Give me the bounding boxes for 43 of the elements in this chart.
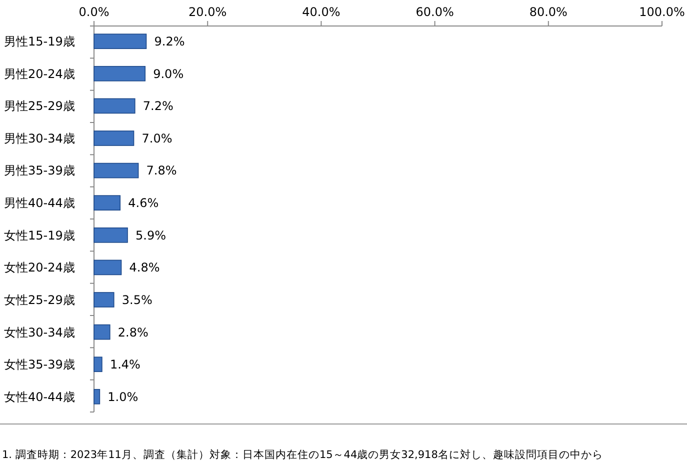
y-tick-label: 男性15-19歳: [4, 34, 75, 49]
y-tick-label: 女性30-34歳: [4, 325, 75, 340]
bar: [94, 227, 128, 243]
bar: [94, 195, 121, 211]
bar: [94, 356, 102, 372]
y-tick-label: 男性40-44歳: [4, 196, 75, 210]
bar: [94, 324, 110, 340]
x-tick-label: 60.0%: [416, 5, 454, 19]
y-tick-label: 男性25-29歳: [4, 99, 75, 114]
data-label: 4.6%: [128, 196, 159, 210]
bar: [94, 162, 139, 178]
bar: [94, 130, 134, 146]
data-label: 9.2%: [154, 34, 185, 49]
x-tick-label: 0.0%: [78, 5, 110, 19]
bar: [94, 388, 100, 404]
y-tick-label: 女性40-44歳: [4, 390, 75, 404]
bar: [94, 66, 146, 82]
data-label: 5.9%: [136, 228, 166, 242]
data-label: 7.8%: [146, 164, 177, 178]
data-label: 9.0%: [153, 66, 184, 81]
data-label: 1.4%: [110, 358, 140, 372]
bar: [94, 34, 147, 50]
y-tick-label: 女性25-29歳: [4, 292, 75, 307]
y-tick-label: 女性35-39歳: [4, 358, 75, 372]
y-tick-label: 女性20-24歳: [4, 260, 75, 275]
x-tick-label: 100.0%: [639, 5, 685, 19]
text: 1. 調査時期：2023年11月、調査（集計）対象：日本国内在住の15～44歳の男女32,918名に対し、趣味設問項目の中から: [2, 448, 603, 461]
x-tick-label: 40.0%: [302, 5, 340, 19]
y-tick-label: 男性35-39歳: [4, 164, 75, 178]
x-tick-label: 80.0%: [529, 5, 568, 19]
bar: [94, 98, 136, 114]
data-label: 3.5%: [122, 292, 152, 307]
bar: [94, 260, 122, 276]
data-label: 7.2%: [142, 99, 174, 114]
data-label: 1.0%: [108, 390, 138, 404]
y-tick-label: 男性20-24歳: [4, 66, 75, 81]
x-tick-label: 20.0%: [188, 5, 227, 19]
data-label: 4.8%: [129, 260, 160, 275]
bar: [94, 292, 114, 308]
y-tick-label: 女性15-19歳: [4, 228, 75, 242]
data-label: 2.8%: [118, 325, 148, 340]
data-label: 7.0%: [142, 131, 172, 146]
y-tick-label: 男性30-34歳: [4, 131, 75, 146]
